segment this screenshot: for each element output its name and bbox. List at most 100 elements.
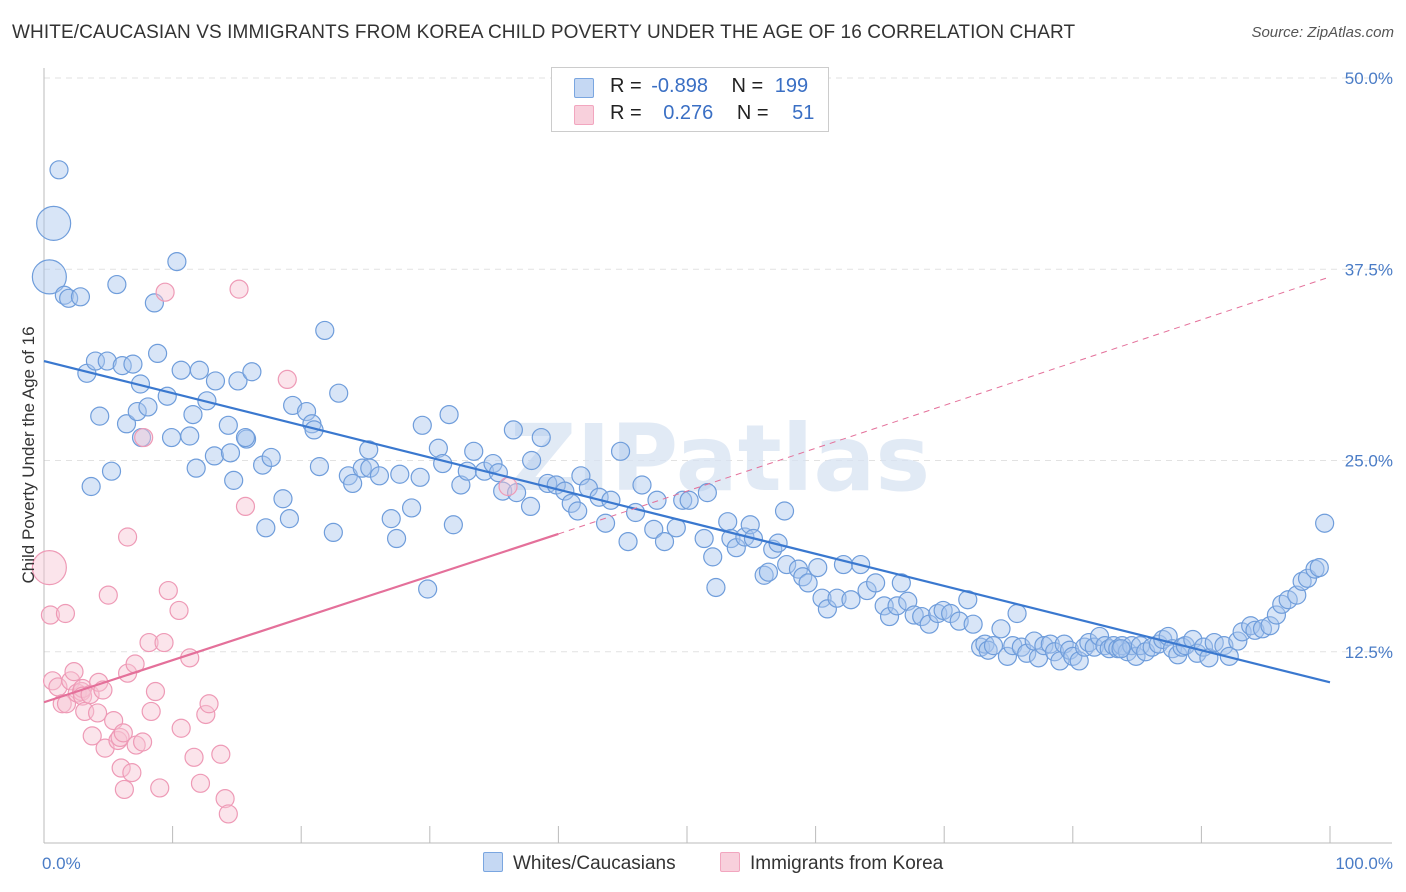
- whites-point-41: [161, 427, 182, 448]
- whites-point-93: [618, 531, 638, 552]
- korea-point-44: [190, 773, 211, 793]
- y-tick-label-1: 25.0%: [1345, 452, 1393, 471]
- korea-point-51: [229, 279, 249, 299]
- korea-point-33: [134, 427, 154, 448]
- whites-point-29: [236, 429, 257, 449]
- whites-point-105: [706, 577, 726, 598]
- trend-line-korea: [43, 532, 559, 704]
- trend-lines: [43, 276, 1331, 704]
- whites-point-208: [1111, 639, 1131, 659]
- whites-point-62: [401, 498, 422, 518]
- korea-point-1: [40, 605, 61, 625]
- whites-point-98: [654, 531, 675, 552]
- whites-point-45: [220, 443, 241, 463]
- whites-point-124: [827, 588, 847, 608]
- whites-point-193: [1228, 631, 1248, 651]
- korea-point-40: [169, 600, 189, 621]
- bottom-legend-korea: Immigrants from Korea: [720, 852, 943, 875]
- whites-point-122: [812, 588, 832, 608]
- korea-point-50: [155, 282, 175, 302]
- whites-point-8: [167, 252, 187, 272]
- whites-point-43: [186, 458, 206, 478]
- trend-line-whites: [43, 359, 1331, 684]
- whites-point-26: [183, 405, 203, 425]
- whites-point-207: [1315, 513, 1335, 533]
- whites-point-123: [817, 599, 837, 619]
- korea-point-24: [113, 723, 133, 743]
- korea-point-32: [132, 732, 153, 752]
- korea-point-54: [498, 476, 518, 497]
- whites-point-31: [261, 447, 281, 468]
- whites-point-38: [81, 476, 101, 497]
- whites-point-136: [912, 606, 932, 627]
- whites-point-22: [116, 414, 137, 434]
- y-axis-label: Child Poverty Under the Age of 16: [19, 326, 38, 583]
- whites-point-148: [991, 619, 1011, 639]
- whites-point-60: [386, 528, 407, 549]
- korea-point-43: [184, 747, 204, 767]
- whites-point-85: [561, 493, 581, 513]
- y-tick-label-3: 50.0%: [1345, 69, 1393, 88]
- korea-point-41: [171, 718, 191, 738]
- whites-point-64: [412, 415, 432, 435]
- whites-point-199: [1266, 605, 1287, 625]
- korea-point-0: [31, 549, 67, 586]
- whites-point-58: [369, 466, 390, 486]
- korea-point-35: [141, 701, 161, 722]
- bottom-legend-label-korea: Immigrants from Korea: [750, 853, 944, 874]
- legend-r-value: 0.276: [663, 102, 714, 124]
- whites-point-48: [256, 518, 276, 538]
- chart-source: Source: ZipAtlas.com: [1251, 24, 1394, 41]
- whites-point-96: [644, 519, 664, 539]
- whites-point-196: [1245, 620, 1265, 640]
- korea-point-25: [111, 758, 131, 778]
- whites-point-129: [866, 573, 886, 593]
- legend-n-label: N =: [736, 102, 769, 124]
- whites-point-103: [697, 483, 717, 503]
- whites-point-131: [879, 606, 900, 627]
- korea-point-4: [52, 694, 72, 714]
- whites-point-16: [171, 360, 191, 380]
- legend-swatch-korea: [574, 105, 594, 125]
- bottom-legend-whites: Whites/Caucasians: [483, 852, 676, 875]
- whites-point-15: [147, 343, 168, 363]
- whites-point-61: [390, 464, 410, 484]
- whites-point-79: [520, 496, 541, 516]
- whites-point-65: [418, 579, 438, 599]
- series-korea-points: [31, 279, 518, 824]
- whites-point-51: [309, 457, 330, 477]
- trend-line-korea-extrapolated: [558, 276, 1331, 535]
- whites-point-101: [679, 490, 699, 510]
- whites-point-0: [49, 160, 69, 180]
- whites-point-149: [997, 646, 1018, 666]
- whites-point-106: [718, 512, 738, 532]
- whites-point-63: [410, 467, 430, 487]
- whites-point-116: [774, 501, 795, 521]
- tick-labels: 12.5% 25.0% 37.5% 50.0% 0.0% 100.0%: [42, 69, 1393, 873]
- x-tick-label-1: 100.0%: [1335, 854, 1393, 873]
- whites-point-132: [887, 596, 907, 616]
- x-tick-label-0: 0.0%: [42, 854, 81, 873]
- whites-point-17: [189, 360, 209, 380]
- whites-point-28: [218, 415, 238, 435]
- whites-point-6: [107, 274, 127, 295]
- korea-point-53: [277, 369, 297, 390]
- whites-point-121: [808, 557, 828, 578]
- korea-point-8: [64, 662, 84, 682]
- korea-point-15: [82, 726, 102, 746]
- legend-n-label: N =: [731, 75, 764, 97]
- whites-point-156: [1034, 636, 1054, 656]
- korea-point-38: [154, 632, 174, 653]
- whites-point-33: [296, 401, 317, 422]
- whites-point-77: [503, 420, 523, 440]
- bottom-legend-label-whites: Whites/Caucasians: [513, 853, 676, 874]
- whites-point-52: [323, 522, 343, 543]
- whites-point-113: [758, 562, 779, 582]
- korea-point-34: [139, 632, 159, 653]
- legend-r-value: -0.898: [651, 75, 708, 97]
- whites-point-69: [443, 515, 463, 535]
- korea-point-49: [218, 804, 238, 824]
- whites-point-151: [1007, 603, 1027, 624]
- legend-n-value: 199: [774, 75, 809, 97]
